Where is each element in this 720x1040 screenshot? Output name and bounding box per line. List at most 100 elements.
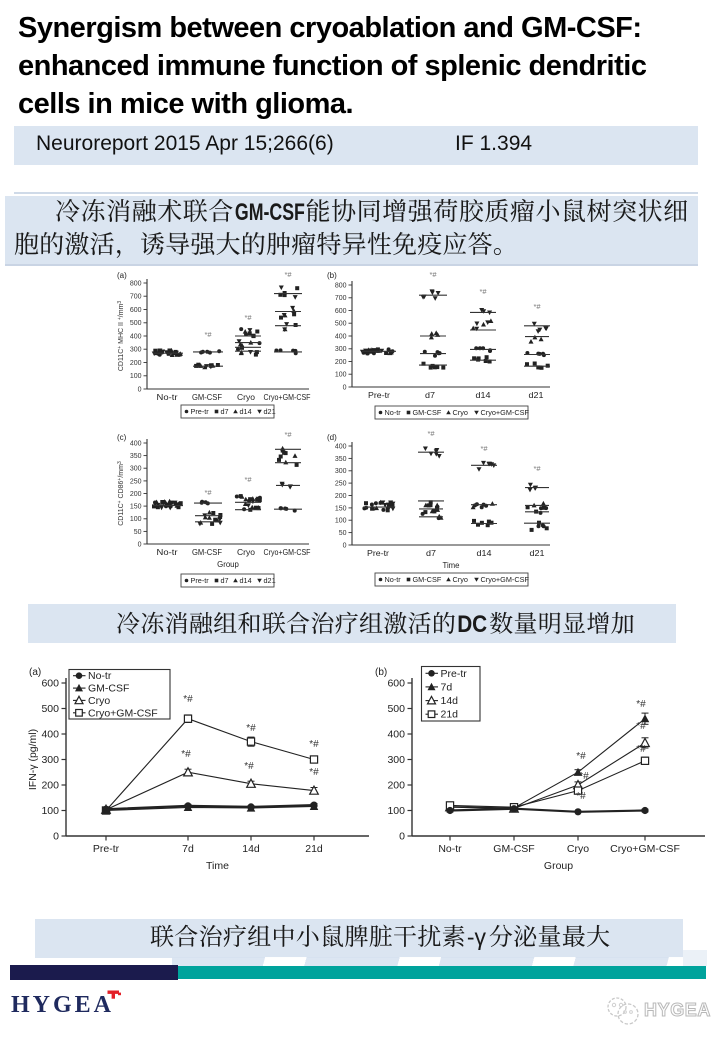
svg-text:*#: *# — [636, 699, 646, 710]
svg-text:250: 250 — [335, 481, 347, 488]
svg-text:400: 400 — [335, 443, 347, 450]
svg-text:200: 200 — [335, 359, 347, 366]
svg-text:7d: 7d — [441, 681, 453, 693]
svg-text:Pre-tr: Pre-tr — [441, 668, 468, 680]
svg-text:GM-CSF: GM-CSF — [235, 199, 305, 226]
svg-text:350: 350 — [130, 453, 142, 460]
svg-text:*#: *# — [636, 744, 646, 755]
svg-text:Cryo: Cryo — [237, 548, 256, 557]
svg-text:Pre-tr: Pre-tr — [191, 407, 210, 416]
svg-text:(d): (d) — [327, 433, 337, 442]
svg-text:Cryo: Cryo — [453, 408, 468, 417]
svg-text:14d: 14d — [242, 843, 260, 855]
svg-text:300: 300 — [387, 754, 405, 766]
svg-text:300: 300 — [130, 347, 142, 354]
svg-text:No-tr: No-tr — [438, 843, 462, 855]
svg-text:21d: 21d — [441, 709, 459, 721]
svg-text:*#: *# — [244, 761, 254, 772]
svg-text:*#: *# — [479, 287, 487, 296]
svg-text:600: 600 — [335, 308, 347, 315]
svg-text:No-tr: No-tr — [157, 393, 178, 402]
svg-text:500: 500 — [335, 321, 347, 328]
svg-text:0: 0 — [138, 541, 142, 548]
svg-text:0: 0 — [343, 384, 347, 391]
svg-text:100: 100 — [130, 516, 142, 523]
svg-text:800: 800 — [130, 280, 142, 287]
svg-text:0: 0 — [343, 542, 347, 549]
svg-text:700: 700 — [130, 294, 142, 301]
svg-text:*#: *# — [533, 464, 541, 473]
svg-text:*#: *# — [183, 694, 193, 705]
svg-text:150: 150 — [335, 505, 347, 512]
svg-text:No-tr: No-tr — [385, 408, 402, 417]
svg-text:Cryo: Cryo — [567, 843, 589, 855]
svg-text:(b): (b) — [327, 271, 337, 280]
svg-text:300: 300 — [335, 346, 347, 353]
svg-text:100: 100 — [335, 372, 347, 379]
svg-text:500: 500 — [130, 320, 142, 327]
svg-text:600: 600 — [387, 678, 405, 690]
svg-text:Pre-tr: Pre-tr — [367, 549, 389, 558]
svg-text:*#: *# — [427, 429, 435, 438]
svg-text:*#: *# — [533, 302, 541, 311]
svg-text:500: 500 — [387, 703, 405, 715]
svg-text:*#: *# — [246, 723, 256, 734]
svg-text:Cryo+GM-CSF: Cryo+GM-CSF — [481, 575, 530, 584]
svg-text:150: 150 — [130, 504, 142, 511]
svg-text:Group: Group — [217, 560, 239, 569]
svg-text:400: 400 — [130, 440, 142, 447]
svg-text:400: 400 — [387, 729, 405, 741]
svg-text:*#: *# — [284, 270, 292, 279]
svg-text:*#: *# — [204, 330, 212, 339]
svg-text:Cryo: Cryo — [88, 695, 110, 707]
svg-text:0: 0 — [53, 831, 59, 843]
svg-text:*#: *# — [576, 791, 586, 802]
svg-text:d21: d21 — [530, 549, 545, 558]
svg-text:-γ: -γ — [467, 924, 487, 950]
svg-text:Cryo: Cryo — [237, 393, 256, 402]
svg-text:Time: Time — [206, 860, 229, 872]
svg-text:Cryo+GM-CSF: Cryo+GM-CSF — [88, 707, 158, 719]
svg-text:(a): (a) — [29, 667, 41, 678]
svg-text:Cryo+GM-CSF: Cryo+GM-CSF — [610, 843, 680, 855]
svg-text:Group: Group — [544, 860, 573, 872]
svg-text:d7: d7 — [425, 391, 435, 400]
svg-text:d7: d7 — [426, 549, 436, 558]
svg-text:d21: d21 — [264, 576, 276, 585]
svg-text:(a): (a) — [117, 271, 127, 280]
svg-text:d14: d14 — [477, 549, 493, 558]
svg-text:350: 350 — [335, 456, 347, 463]
svg-text:0: 0 — [138, 386, 142, 393]
svg-text:300: 300 — [41, 754, 59, 766]
svg-text:50: 50 — [134, 529, 142, 536]
svg-text:50: 50 — [339, 530, 347, 537]
svg-text:No-tr: No-tr — [157, 548, 178, 557]
svg-text:d7: d7 — [221, 576, 229, 585]
svg-text:CD11C+ MHC II +/mm3: CD11C+ MHC II +/mm3 — [117, 301, 125, 372]
svg-text:*#: *# — [309, 767, 319, 778]
svg-text:Cryo+GM-CSF: Cryo+GM-CSF — [481, 408, 530, 417]
svg-text:400: 400 — [130, 333, 142, 340]
svg-text:Time: Time — [442, 561, 459, 570]
svg-text:*#: *# — [244, 313, 252, 322]
svg-text:*#: *# — [579, 771, 589, 782]
svg-text:600: 600 — [130, 307, 142, 314]
svg-text:d14: d14 — [240, 576, 252, 585]
svg-text:14d: 14d — [441, 695, 459, 707]
svg-text:GM-CSF: GM-CSF — [192, 393, 222, 402]
svg-text:*#: *# — [181, 749, 191, 760]
svg-text:*#: *# — [244, 475, 252, 484]
svg-text:GM-CSF: GM-CSF — [413, 575, 442, 584]
svg-text:GM-CSF: GM-CSF — [192, 548, 222, 557]
svg-text:*#: *# — [284, 430, 292, 439]
svg-text:*#: *# — [576, 751, 586, 762]
svg-text:21d: 21d — [305, 843, 323, 855]
svg-text:300: 300 — [130, 466, 142, 473]
svg-text:No-tr: No-tr — [88, 670, 112, 682]
svg-text:(c): (c) — [117, 433, 127, 442]
svg-text:Cryo+GM-CSF: Cryo+GM-CSF — [264, 393, 311, 402]
svg-text:d14: d14 — [240, 407, 252, 416]
svg-text:Cryo+GM-CSF: Cryo+GM-CSF — [264, 548, 311, 557]
svg-text:300: 300 — [335, 468, 347, 475]
svg-text:700: 700 — [335, 295, 347, 302]
